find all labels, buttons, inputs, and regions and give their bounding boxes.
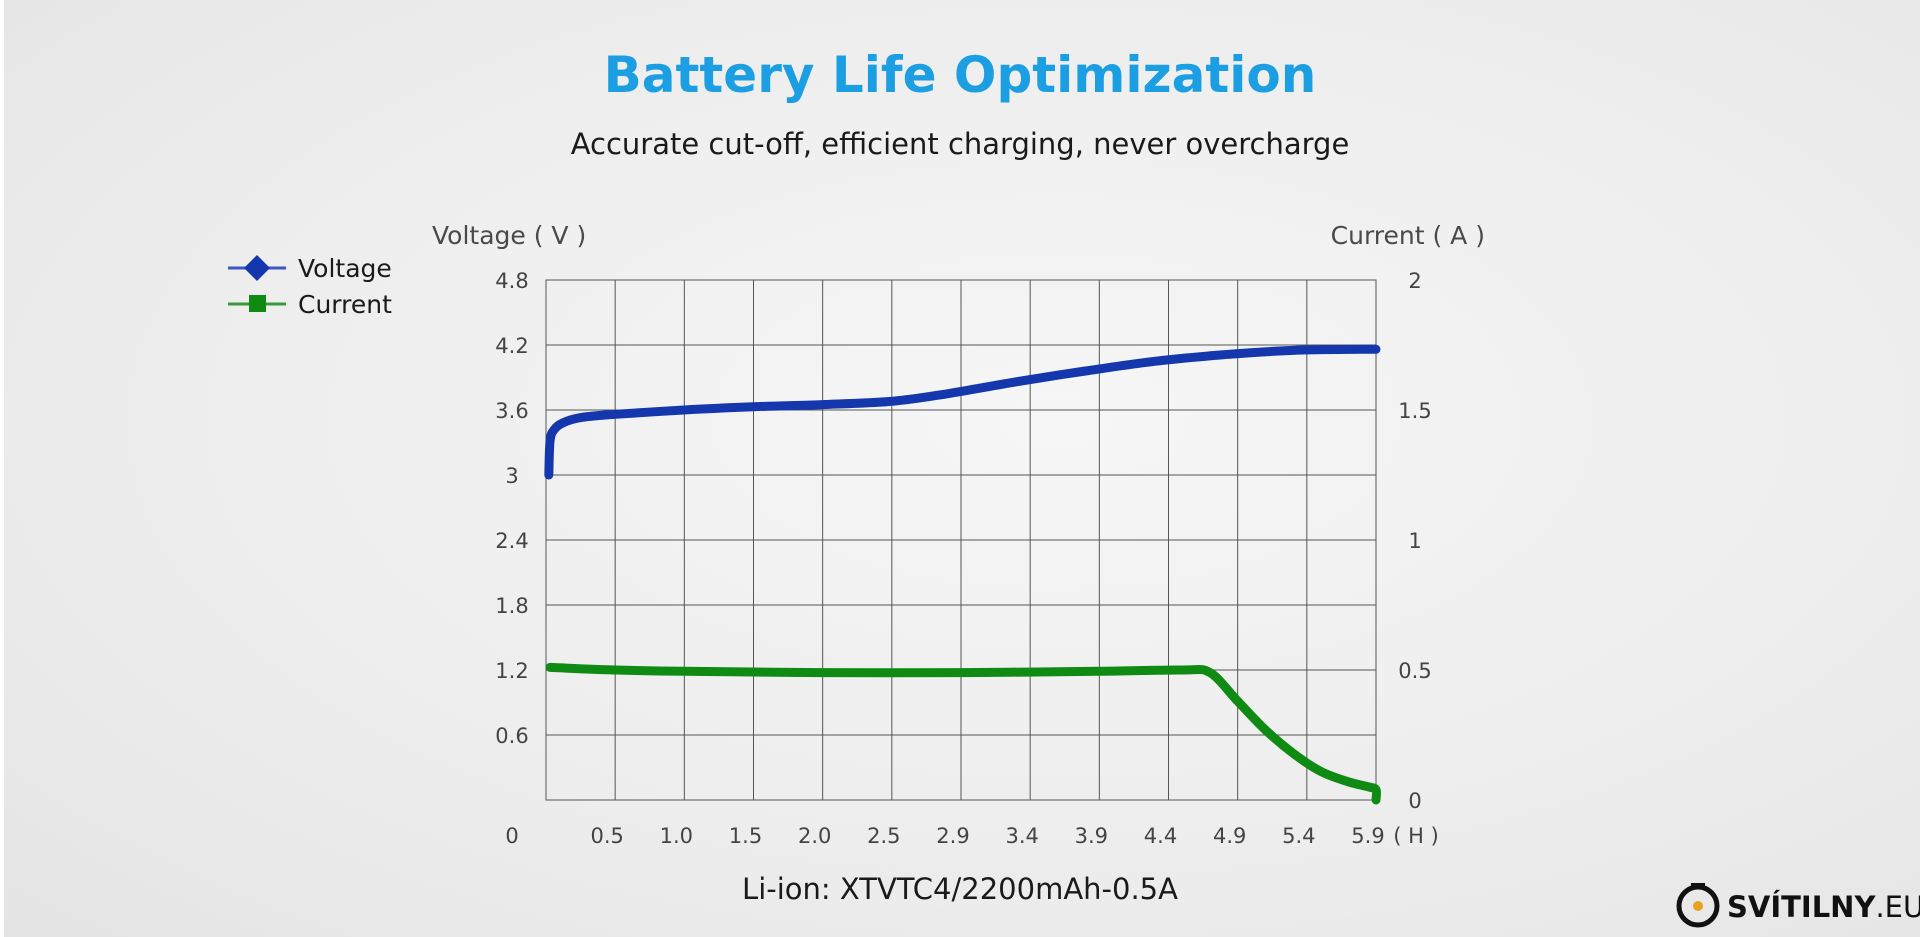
y-left-tick-label: 3.6 (495, 399, 528, 423)
y-left-tick-label: 1.8 (495, 594, 528, 618)
chart-legend: Voltage Current (228, 254, 392, 319)
x-tick-label: 4.4 (1144, 824, 1177, 848)
x-tick-label: 1.0 (660, 824, 693, 848)
x-tick-label: 2.0 (798, 824, 831, 848)
x-unit-label: ( H ) (1393, 824, 1439, 848)
chart-title: Battery Life Optimization (604, 46, 1317, 104)
x-tick-label: 3.4 (1005, 824, 1038, 848)
x-tick-label: 1.5 (729, 824, 762, 848)
x-tick-label: 2.5 (867, 824, 900, 848)
y-right-axis-label: Current ( A ) (1331, 221, 1485, 250)
x-tick-label: 2.9 (936, 824, 969, 848)
logo-wordmark: SVÍTILNY.EU (1727, 890, 1920, 924)
series-line-voltage (544, 344, 1381, 480)
chart-caption: Li-ion: XTVTC4/2200mAh-0.5A (742, 872, 1178, 906)
y-left-tick-label: 0.6 (495, 724, 528, 748)
y-right-tick-label: 0.5 (1398, 659, 1431, 683)
y-left-tick-label: 2.4 (495, 529, 528, 553)
y-right-tick-label: 2 (1408, 269, 1421, 293)
series-line-current (545, 662, 1382, 805)
axis-ticks: 0.6 1.2 1.8 2.4 3 3.6 4.2 4.8 0 0.5 1 1.5 2 0.5 1.0 1.5… (495, 269, 1438, 848)
brand-logo: SVÍTILNY.EU (1676, 883, 1920, 928)
y-left-tick-label: 4.8 (495, 269, 528, 293)
chart-subtitle: Accurate cut-off, efficient charging, ne… (571, 127, 1350, 161)
logo-suffix: .EU (1875, 890, 1920, 924)
y-left-tick-label: 3 (505, 464, 518, 488)
y-right-tick-label: 1 (1408, 529, 1421, 553)
x-tick-label: 5.4 (1282, 824, 1315, 848)
y-left-tick-label: 1.2 (495, 659, 528, 683)
x-tick-label: 3.9 (1075, 824, 1108, 848)
y-right-tick-label: 1.5 (1398, 399, 1431, 423)
x-tick-label: 4.9 (1213, 824, 1246, 848)
logo-name: SVÍTILNY (1727, 890, 1876, 924)
x-tick-label: 0.5 (590, 824, 623, 848)
legend-current-square-icon (249, 295, 266, 312)
y-left-tick-label: 4.2 (495, 334, 528, 358)
y-left-axis-label: Voltage ( V ) (432, 221, 586, 250)
legend-voltage-diamond-icon (244, 255, 270, 281)
legend-current-label: Current (298, 290, 392, 319)
logo-light-dot-icon (1693, 901, 1703, 911)
chart-series (544, 344, 1382, 805)
legend-voltage-label: Voltage (298, 254, 392, 283)
y-right-tick-label: 0 (1408, 789, 1421, 813)
x-tick-label: 5.9 (1351, 824, 1384, 848)
logo-ring-cap (1691, 883, 1705, 888)
x-origin-label: 0 (505, 824, 518, 848)
left-frame-edge (0, 0, 4, 937)
